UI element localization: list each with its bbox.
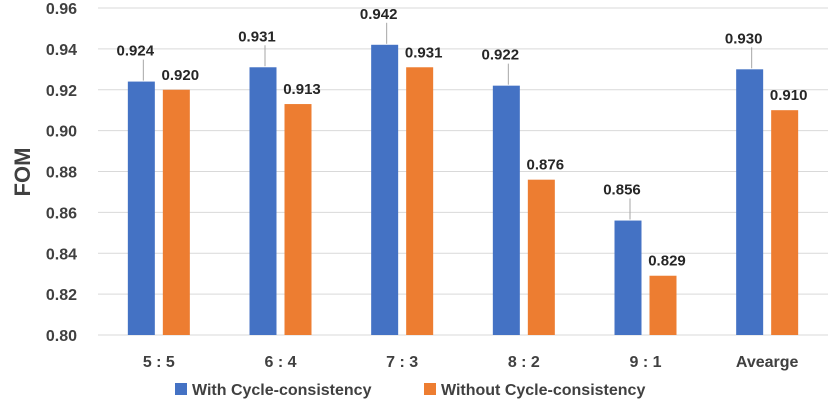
y-tick-label: 0.94 [46,42,77,59]
bar-with-cycle [249,67,277,336]
y-tick-label: 0.86 [46,205,77,222]
legend: With Cycle-consistency Without Cycle-cons… [175,382,645,399]
data-labels: 0.924 0.920 0.931 0.913 0.942 0.931 0.922 0.876… [117,6,808,270]
data-label: 0.931 [405,44,443,61]
y-tick-label: 0.90 [46,124,77,141]
data-label: 0.930 [725,30,763,47]
x-category-label: 8 : 2 [508,354,540,371]
data-label: 0.920 [162,67,200,84]
x-category-label: 7 : 3 [386,354,418,371]
y-axis-ticks: 0.80 0.82 0.84 0.86 0.88 0.90 0.92 0.94 0.96 [46,1,77,345]
bar-with-cycle [127,81,155,335]
bar-without-cycle [284,104,312,336]
data-label: 0.913 [283,81,321,98]
data-label: 0.924 [117,43,155,60]
x-category-label: 5 : 5 [143,354,175,371]
bar-without-cycle [406,67,434,336]
data-label: 0.942 [360,6,398,23]
bar-with-cycle [371,44,399,335]
legend-label: With Cycle-consistency [192,382,372,399]
data-label: 0.910 [770,87,808,104]
data-label: 0.922 [482,47,520,64]
bar-without-cycle [771,110,799,335]
y-tick-label: 0.82 [46,287,77,304]
legend-swatch [424,383,436,395]
bar-with-cycle [492,85,520,335]
bar-with-cycle [736,69,764,335]
x-category-label: Avearge [736,354,799,371]
y-tick-label: 0.84 [46,246,77,263]
bars [127,44,799,336]
legend-label: Without Cycle-consistency [441,382,645,399]
legend-swatch [175,383,187,395]
data-label: 0.931 [238,28,276,45]
data-label: 0.829 [648,253,686,270]
gridlines [98,7,828,336]
bar-with-cycle [614,220,642,335]
y-tick-label: 0.80 [46,328,77,345]
y-axis-title: FOM [10,148,35,197]
data-label: 0.856 [603,182,641,199]
y-tick-label: 0.88 [46,165,77,182]
x-axis-categories: 5 : 5 6 : 4 7 : 3 8 : 2 9 : 1 Avearge [143,354,799,371]
x-category-label: 9 : 1 [629,354,661,371]
y-tick-label: 0.92 [46,83,77,100]
bar-without-cycle [527,179,555,335]
data-label: 0.876 [527,157,565,174]
y-tick-label: 0.96 [46,1,77,18]
bar-without-cycle [649,275,677,335]
x-category-label: 6 : 4 [264,354,296,371]
bar-without-cycle [162,89,190,335]
